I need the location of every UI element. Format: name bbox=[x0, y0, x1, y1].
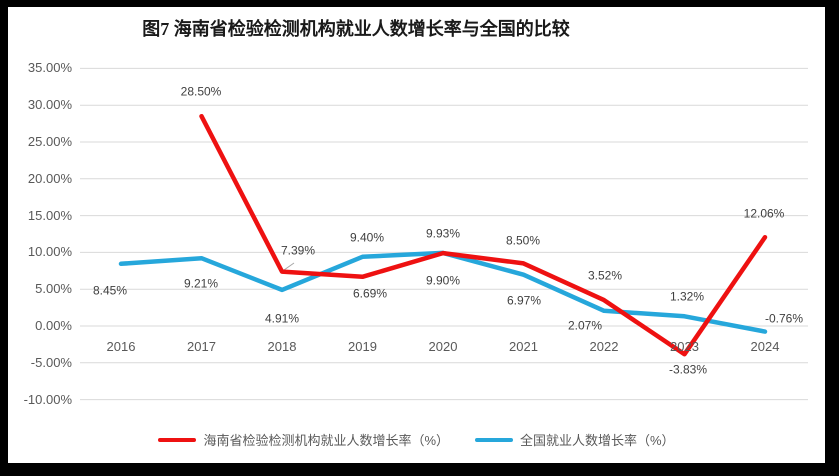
y-tick-label: 0.00% bbox=[35, 318, 72, 333]
x-tick-label: 2018 bbox=[267, 339, 297, 354]
y-tick-label: 5.00% bbox=[35, 281, 72, 297]
data-label: 3.52% bbox=[587, 268, 623, 283]
line-chart-plot bbox=[80, 67, 808, 401]
y-tick-label: 15.00% bbox=[27, 207, 72, 223]
legend-item-hainan: 海南省检验检测机构就业人数增长率（%） bbox=[158, 430, 449, 449]
legend: 海南省检验检测机构就业人数增长率（%） 全国就业人数增长率（%） bbox=[8, 430, 825, 449]
x-tick-label: 2021 bbox=[509, 339, 538, 354]
national-series-marker-icon bbox=[475, 437, 513, 442]
data-label: 6.69% bbox=[352, 286, 388, 301]
data-label: 28.50% bbox=[180, 84, 222, 99]
y-tick-label: 20.00% bbox=[27, 170, 72, 186]
x-tick-label: 2019 bbox=[348, 339, 377, 354]
chart-title: 图7 海南省检验检测机构就业人数增长率与全国的比较 bbox=[142, 19, 570, 39]
series-line-national bbox=[118, 250, 768, 334]
x-tick-label: 2020 bbox=[428, 339, 458, 354]
data-label: 4.91% bbox=[264, 311, 300, 326]
x-tick-label: 2024 bbox=[750, 339, 780, 354]
data-label: 8.50% bbox=[505, 233, 541, 248]
data-label: 1.32% bbox=[669, 289, 705, 304]
data-label: 8.45% bbox=[92, 283, 128, 298]
y-tick-label: 10.00% bbox=[27, 244, 72, 260]
data-label: 2.07% bbox=[567, 318, 603, 333]
y-tick-label: -5.00% bbox=[30, 354, 72, 370]
chart-canvas: 图7 海南省检验检测机构就业人数增长率与全国的比较 35.00% 30.00% 25… bbox=[8, 7, 825, 463]
data-label: -3.83% bbox=[668, 362, 708, 377]
data-label: 7.39% bbox=[280, 243, 316, 258]
data-label: -0.76% bbox=[764, 311, 804, 326]
legend-label-hainan: 海南省检验检测机构就业人数增长率（%） bbox=[203, 433, 449, 448]
series-line-hainan bbox=[199, 113, 768, 357]
legend-item-national: 全国就业人数增长率（%） bbox=[475, 430, 675, 449]
x-tick-label: 2022 bbox=[589, 339, 619, 354]
y-tick-label: 30.00% bbox=[27, 97, 72, 113]
data-label: 9.40% bbox=[349, 230, 385, 245]
x-tick-label: 2016 bbox=[106, 339, 136, 354]
label-leader-line bbox=[283, 262, 295, 271]
data-label: 9.90% bbox=[425, 273, 461, 288]
x-tick-label: 2017 bbox=[187, 339, 216, 354]
hainan-series-marker-icon bbox=[158, 437, 197, 442]
x-tick-label: 2023 bbox=[670, 339, 699, 354]
data-label: 6.97% bbox=[506, 293, 542, 308]
data-label: 9.21% bbox=[183, 276, 219, 291]
data-label: 12.06% bbox=[743, 206, 785, 221]
y-tick-label: 25.00% bbox=[27, 134, 72, 149]
legend-label-national: 全国就业人数增长率（%） bbox=[520, 433, 675, 448]
y-tick-label: -10.00% bbox=[23, 391, 72, 407]
data-label: 9.93% bbox=[425, 226, 461, 241]
y-tick-label: 35.00% bbox=[27, 60, 72, 76]
